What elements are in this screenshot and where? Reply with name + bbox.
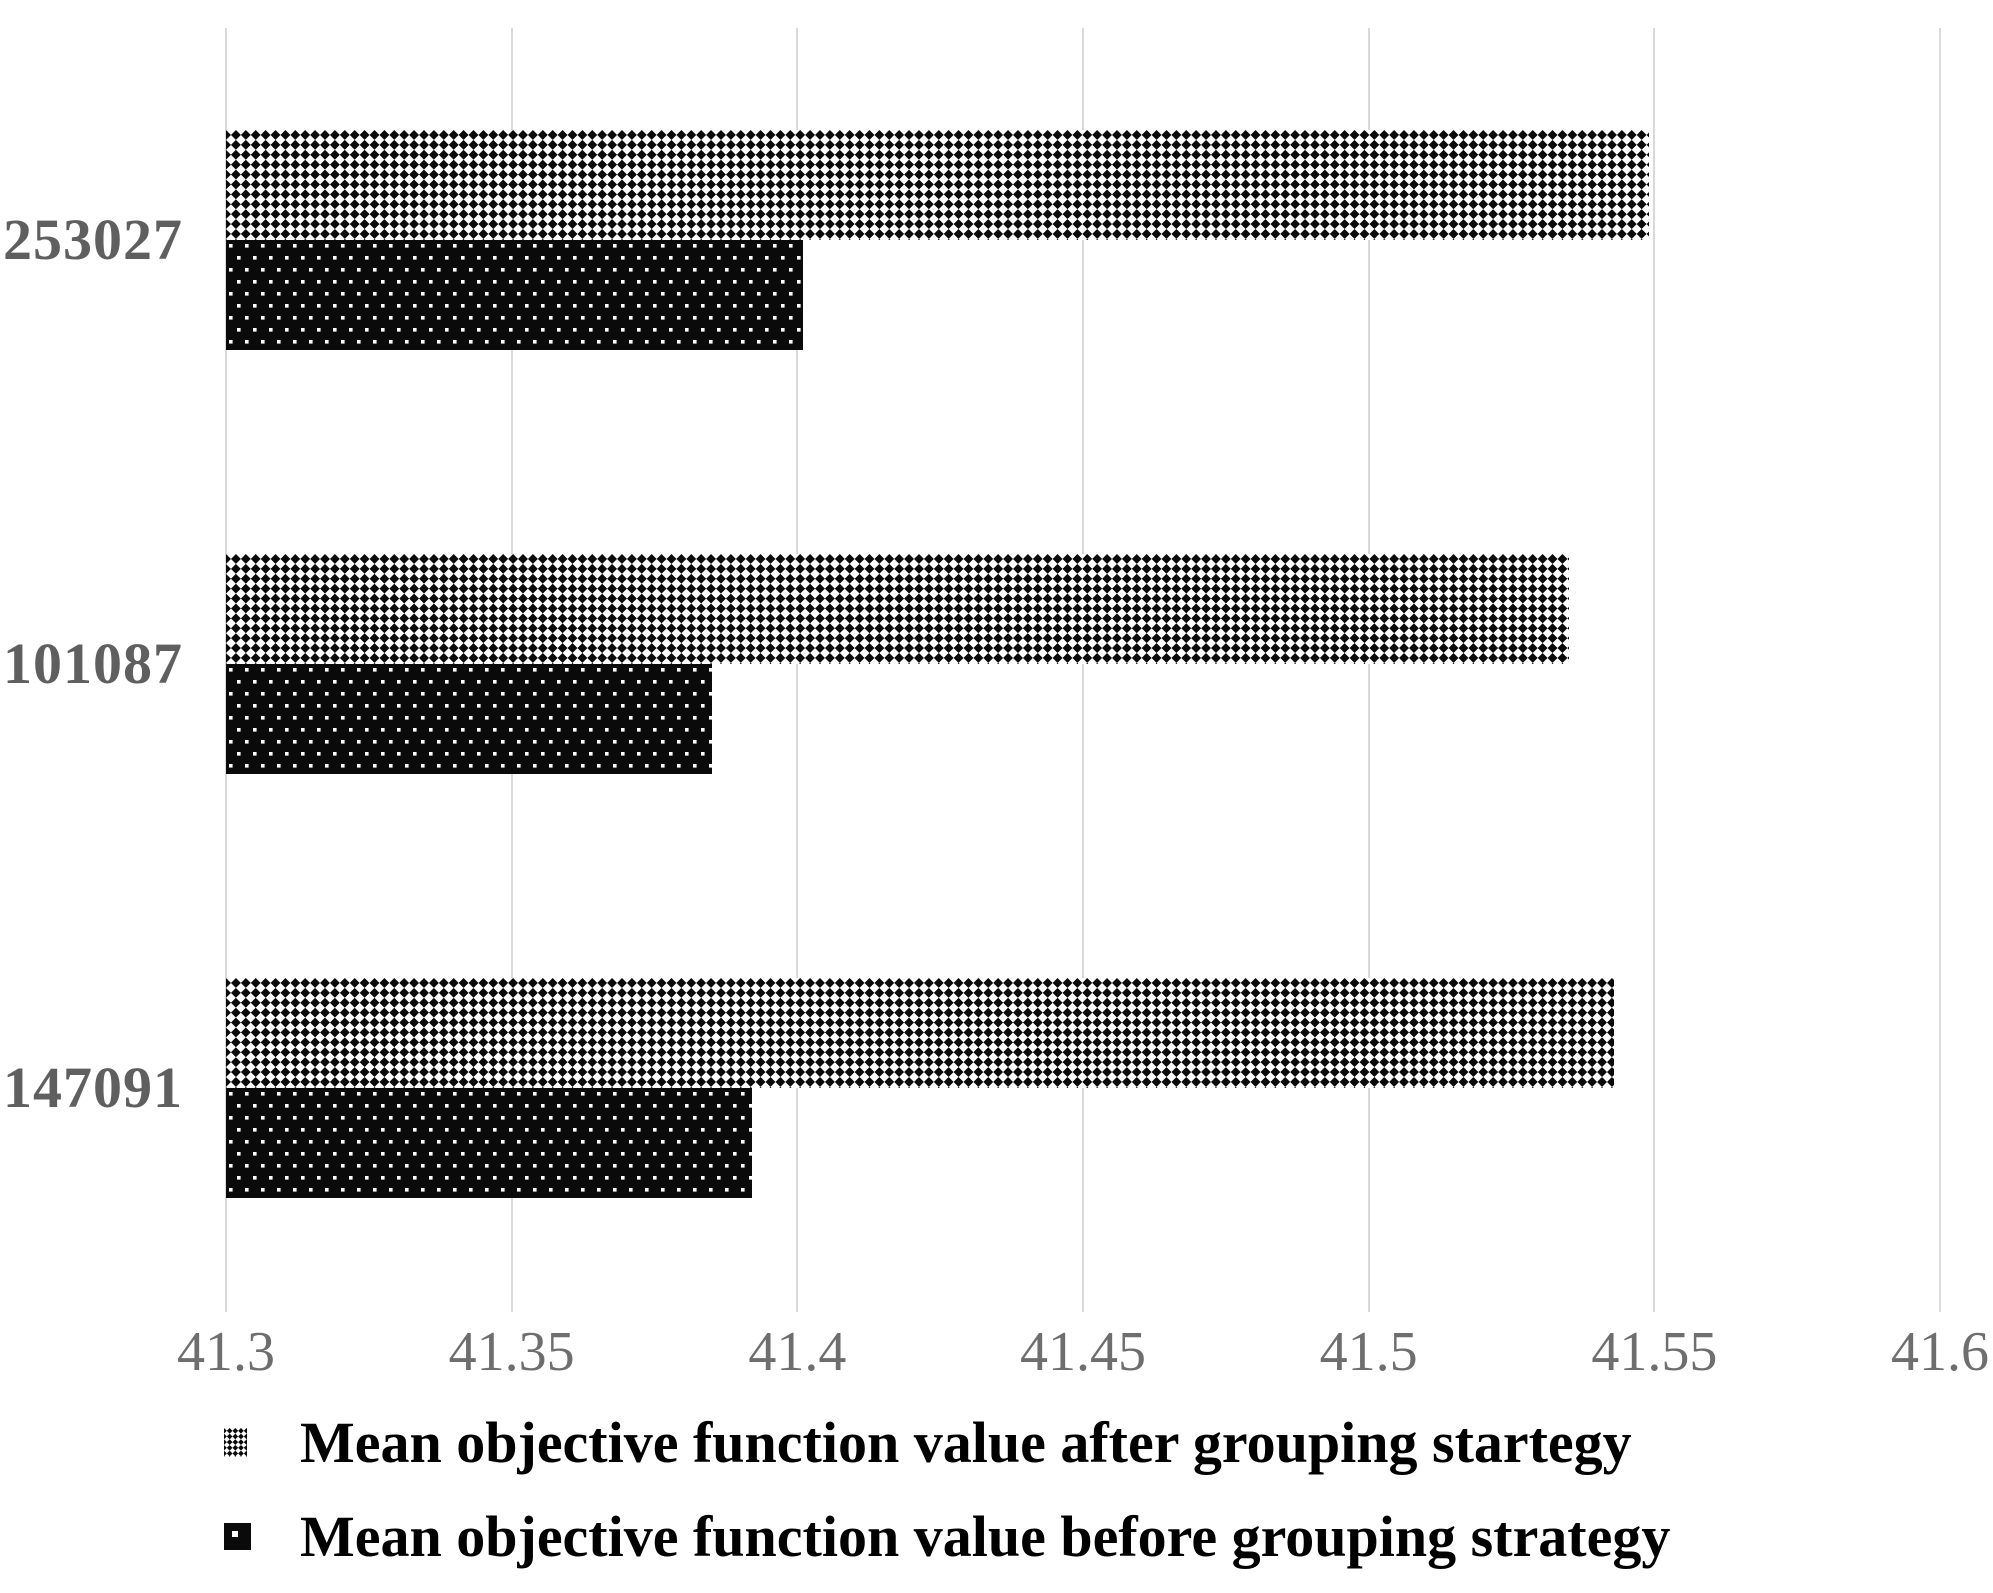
x-tick-label: 41.6 bbox=[1891, 1321, 1989, 1383]
bar-before-grouping-101087 bbox=[226, 664, 712, 774]
y-category-label: 101087 bbox=[3, 631, 183, 696]
bar-before-grouping-253027 bbox=[226, 240, 803, 350]
axis-tick-mark bbox=[1367, 1300, 1370, 1312]
dotted-pattern-fill bbox=[224, 1522, 251, 1550]
gridline bbox=[1939, 28, 1941, 1300]
checker-pattern-fill bbox=[226, 978, 1614, 1088]
axis-tick-mark bbox=[1939, 1300, 1941, 1312]
checker-pattern-fill bbox=[224, 1427, 247, 1457]
legend-label-before: Mean objective function value before gro… bbox=[300, 1503, 1671, 1569]
axis-tick-mark bbox=[225, 1300, 227, 1312]
gridline bbox=[1082, 28, 1084, 1300]
checker-pattern-fill bbox=[226, 554, 1569, 664]
x-tick-label: 41.5 bbox=[1319, 1321, 1418, 1383]
legend-item-before: Mean objective function value before gro… bbox=[224, 1492, 1670, 1580]
x-tick-label: 41.4 bbox=[748, 1321, 847, 1383]
x-tick-label: 41.45 bbox=[1020, 1321, 1146, 1383]
y-category-label: 253027 bbox=[3, 207, 183, 272]
axis-tick-mark bbox=[796, 1300, 799, 1312]
gridline bbox=[1367, 28, 1370, 1300]
legend-label-after: Mean objective function value after grou… bbox=[300, 1409, 1632, 1475]
dotted-pattern-fill bbox=[226, 1088, 752, 1198]
bar-after-grouping-101087 bbox=[226, 554, 1569, 664]
x-tick-label: 41.35 bbox=[448, 1321, 575, 1383]
dotted-pattern-fill bbox=[226, 240, 803, 350]
dotted-square-icon bbox=[224, 1522, 258, 1550]
bar-before-grouping-147091 bbox=[226, 1088, 752, 1198]
gridline bbox=[796, 28, 799, 1300]
dotted-pattern-fill bbox=[226, 664, 712, 774]
bar-after-grouping-253027 bbox=[226, 130, 1649, 240]
legend: Mean objective function value after grou… bbox=[224, 1398, 1670, 1580]
x-tick-label: 41.55 bbox=[1591, 1321, 1718, 1383]
checker-pattern-icon bbox=[224, 1427, 258, 1457]
axis-tick-mark bbox=[1082, 1300, 1084, 1312]
axis-tick-mark bbox=[510, 1300, 513, 1312]
axis-tick-mark bbox=[1653, 1300, 1656, 1312]
gridline bbox=[1653, 28, 1656, 1300]
x-tick-label: 41.3 bbox=[177, 1321, 275, 1383]
legend-item-after: Mean objective function value after grou… bbox=[224, 1398, 1670, 1486]
checker-pattern-fill bbox=[226, 130, 1649, 240]
bar-after-grouping-147091 bbox=[226, 978, 1614, 1088]
y-category-label: 147091 bbox=[3, 1055, 183, 1120]
